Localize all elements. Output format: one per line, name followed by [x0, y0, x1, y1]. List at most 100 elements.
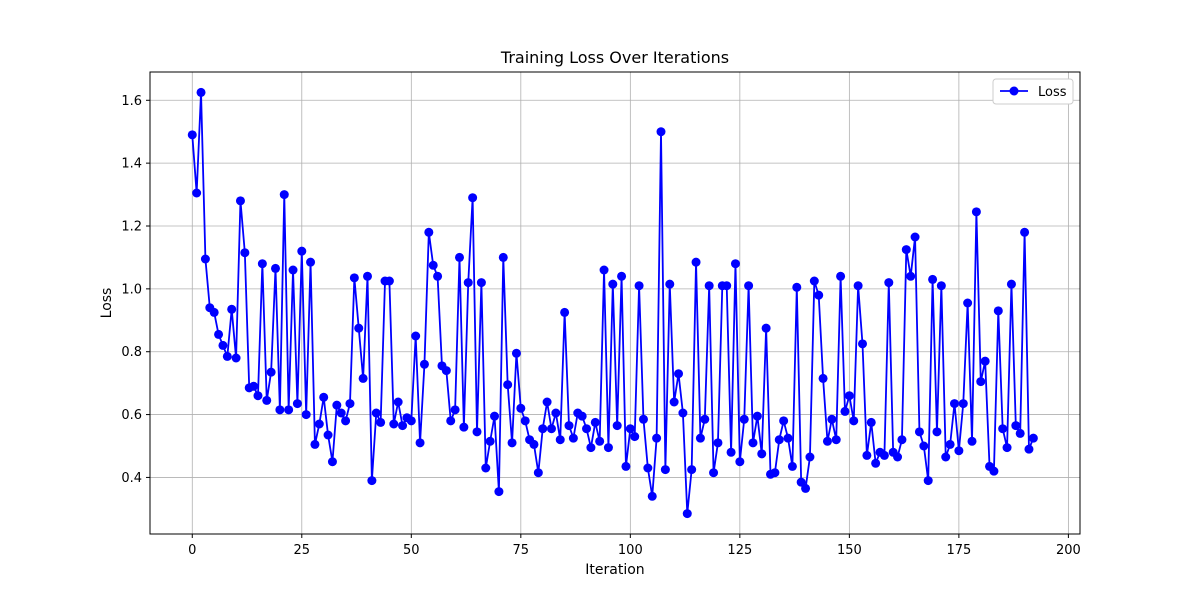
data-point — [520, 416, 530, 426]
data-point — [306, 257, 316, 267]
y-tick-label: 0.8 — [121, 345, 142, 360]
data-point — [446, 416, 456, 426]
data-point — [266, 367, 276, 377]
data-point — [555, 435, 565, 445]
data-point — [319, 392, 329, 402]
data-point — [323, 430, 333, 440]
data-point — [809, 276, 819, 286]
data-point — [1028, 433, 1038, 443]
data-point — [476, 278, 486, 288]
axis-ticks: 0 25 50 75 100 125 150 175 200 0.4 0.6 0.8 1.0 1.2 1.4… — [121, 94, 1080, 558]
data-point — [980, 356, 990, 366]
data-point — [345, 399, 355, 409]
x-tick-label: 125 — [727, 543, 752, 558]
data-point — [831, 435, 841, 445]
data-point — [249, 381, 259, 391]
data-point — [472, 427, 482, 437]
data-point — [450, 405, 460, 415]
legend-entry-loss: Loss — [1038, 85, 1067, 100]
data-point — [722, 281, 732, 291]
data-point — [336, 408, 346, 418]
x-tick-label: 175 — [946, 543, 971, 558]
data-point — [1024, 444, 1034, 454]
data-point — [853, 281, 863, 291]
data-point — [240, 248, 250, 258]
data-point — [744, 281, 754, 291]
data-point — [779, 416, 789, 426]
x-tick-label: 25 — [294, 543, 311, 558]
data-point — [262, 395, 272, 405]
data-point — [647, 491, 657, 501]
data-point — [459, 422, 469, 432]
data-point — [840, 406, 850, 416]
data-point — [568, 433, 578, 443]
data-point — [538, 424, 548, 434]
data-point — [595, 436, 605, 446]
data-point — [884, 278, 894, 288]
data-point — [774, 435, 784, 445]
data-point — [1015, 428, 1025, 438]
data-point — [923, 476, 933, 486]
data-point — [704, 281, 714, 291]
data-point — [341, 416, 351, 426]
data-point — [757, 449, 767, 459]
data-point — [695, 433, 705, 443]
data-point — [292, 399, 302, 409]
data-point — [358, 373, 368, 383]
data-point — [424, 227, 434, 237]
chart-title: Training Loss Over Iterations — [500, 48, 729, 67]
data-point — [564, 421, 574, 431]
data-point — [1020, 227, 1030, 237]
data-point — [621, 461, 631, 471]
data-point — [958, 399, 968, 409]
y-axis-label: Loss — [99, 288, 115, 319]
data-point — [1006, 279, 1016, 289]
data-point — [214, 329, 224, 339]
data-point — [932, 427, 942, 437]
data-point — [617, 271, 627, 281]
data-point — [222, 351, 232, 361]
data-point — [643, 463, 653, 473]
data-point — [200, 254, 210, 264]
data-point — [253, 391, 263, 401]
data-point — [989, 466, 999, 476]
legend: Loss — [992, 78, 1074, 105]
data-point — [866, 417, 876, 427]
data-point — [652, 433, 662, 443]
x-tick-label: 0 — [188, 543, 196, 558]
data-point — [511, 348, 521, 358]
y-tick-label: 1.2 — [121, 220, 142, 235]
data-point — [625, 424, 635, 434]
x-tick-label: 50 — [403, 543, 420, 558]
data-point — [822, 436, 832, 446]
data-point — [950, 399, 959, 409]
data-point — [468, 193, 478, 203]
data-point — [792, 282, 802, 292]
data-point — [818, 373, 828, 383]
data-point — [827, 414, 837, 424]
data-point — [954, 446, 964, 456]
data-point — [608, 279, 618, 289]
data-point — [656, 127, 666, 137]
data-point — [218, 340, 228, 350]
data-point — [941, 452, 951, 462]
data-point — [612, 421, 622, 431]
data-point — [871, 458, 881, 468]
data-point — [674, 369, 684, 379]
data-point — [363, 271, 372, 281]
data-point — [384, 276, 394, 286]
data-point — [533, 468, 543, 478]
data-point — [327, 457, 337, 467]
data-point — [227, 304, 237, 314]
data-point — [906, 271, 916, 281]
data-point — [638, 414, 648, 424]
data-point — [936, 281, 946, 291]
data-point — [761, 323, 771, 333]
data-point — [739, 414, 749, 424]
data-point — [428, 260, 438, 270]
data-point — [279, 190, 289, 200]
y-tick-label: 1.0 — [121, 282, 142, 297]
data-point — [393, 397, 403, 407]
y-tick-label: 0.4 — [121, 471, 142, 486]
data-point — [726, 447, 736, 457]
